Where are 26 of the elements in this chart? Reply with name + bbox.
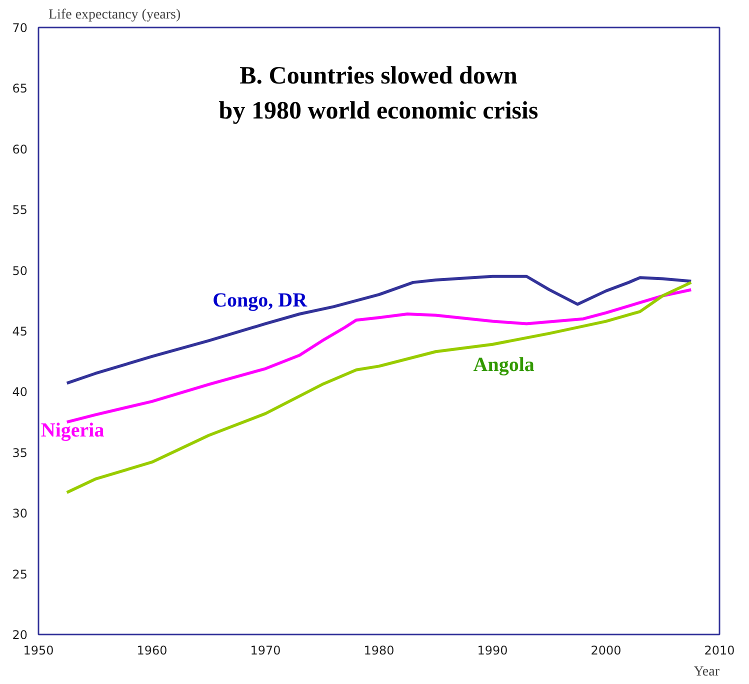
x-tick-label: 1960	[136, 644, 168, 658]
series-label: Angola	[473, 354, 534, 376]
y-tick-label: 30	[12, 506, 28, 521]
line-series	[65, 274, 693, 385]
x-tick-label: 1970	[250, 644, 281, 658]
y-axis-title: Life expectancy (years)	[48, 8, 181, 22]
x-axis-title: Year	[694, 664, 720, 680]
x-tick-label: 2010	[704, 644, 735, 658]
text: B. Countries slowed down by 1980 world economic crisis	[218, 62, 538, 124]
y-tick-label: 50	[12, 264, 28, 278]
y-tick-label: 60	[12, 142, 28, 156]
y-tick-label: 70	[12, 21, 28, 35]
y-tick-label: 40	[12, 385, 28, 400]
y-tick-label: 65	[12, 82, 28, 96]
x-tick-label: 1950	[23, 644, 54, 658]
y-tick-label: 45	[12, 324, 28, 338]
x-tick-label: 1990	[477, 644, 508, 658]
y-tick-label: 55	[12, 203, 28, 218]
series-label: Congo, DR	[212, 290, 308, 312]
y-tick-label: 35	[12, 446, 28, 460]
y-tick-label: 20	[12, 628, 28, 642]
y-tick-label: 25	[12, 567, 28, 582]
line-series	[65, 288, 693, 424]
x-tick-label: 1980	[364, 644, 394, 658]
x-tick-label: 2000	[590, 644, 622, 658]
series-label: Nigeria	[40, 419, 104, 442]
